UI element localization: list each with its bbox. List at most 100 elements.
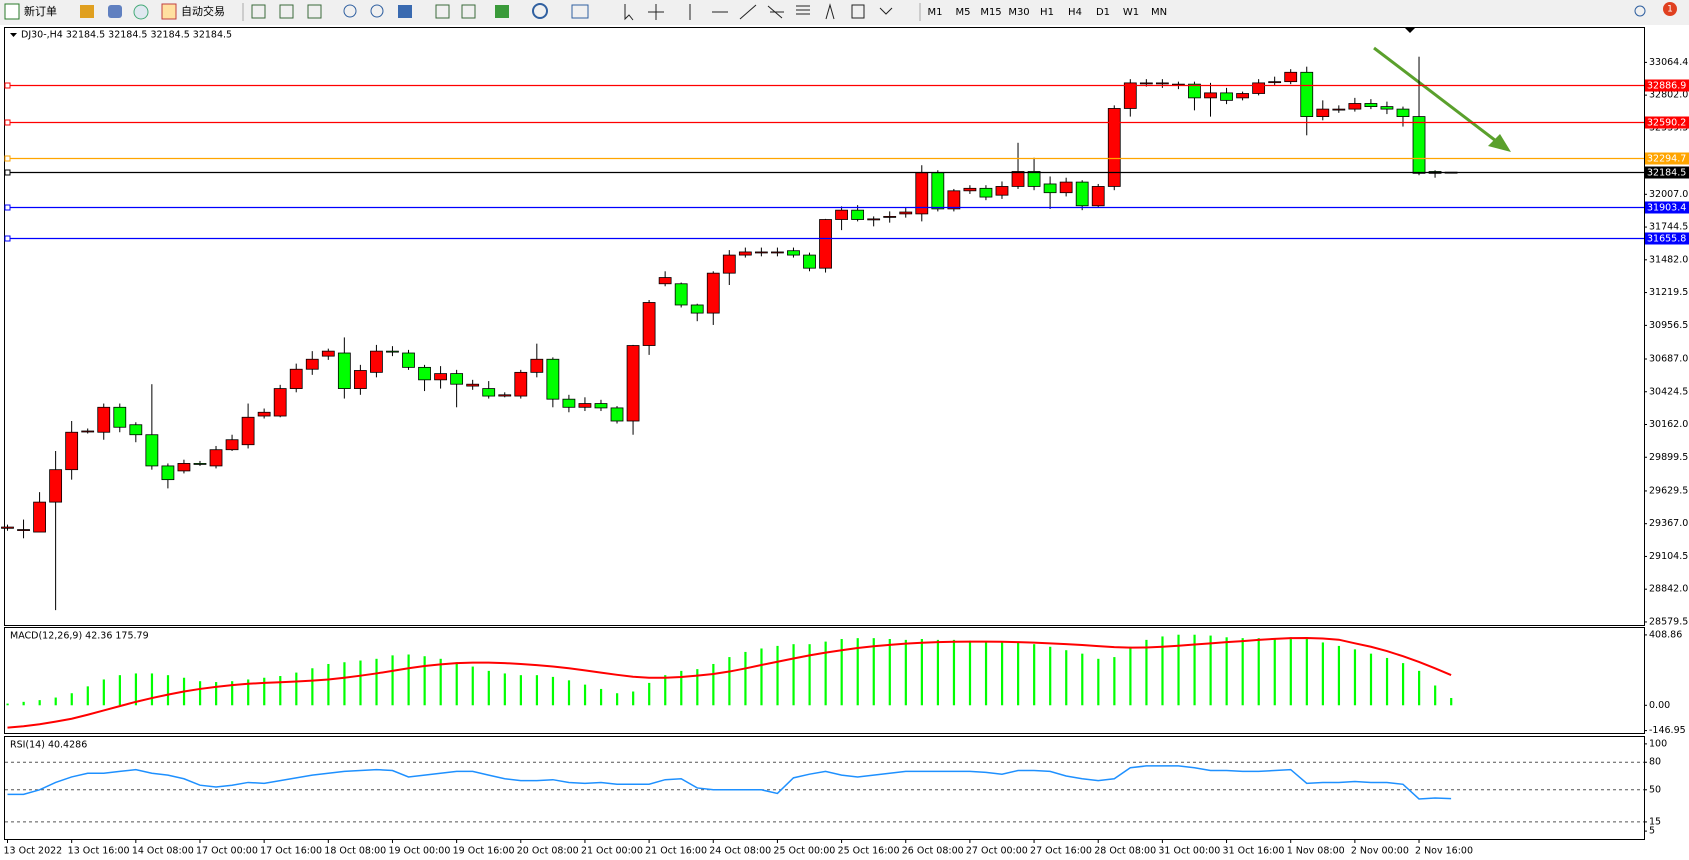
candle-body: [418, 366, 431, 381]
candle-body: [658, 277, 672, 285]
y-tick-label: 33064.4: [1649, 57, 1688, 68]
macd-bar: [247, 679, 250, 706]
macd-bar: [1193, 634, 1196, 706]
candle-body: [594, 403, 608, 409]
candle-body: [1075, 181, 1089, 207]
toolbar-icon[interactable]: [80, 5, 94, 18]
symbol-menu[interactable]: [10, 33, 17, 37]
candle-body: [514, 371, 528, 397]
level-handle[interactable]: [4, 119, 11, 126]
candle-body: [466, 383, 480, 387]
candle-body: [450, 373, 464, 385]
notifications[interactable]: [1663, 2, 1677, 16]
templates[interactable]: [571, 4, 589, 19]
timeframe-button[interactable]: MN: [1151, 7, 1167, 18]
timeframe-button[interactable]: D1: [1096, 7, 1110, 18]
level-handle[interactable]: [4, 155, 11, 162]
trendline-tool[interactable]: [739, 4, 757, 20]
trend-arrow: [1373, 46, 1501, 146]
candle-body: [370, 350, 383, 373]
auto-trading-button[interactable]: 自动交易: [181, 4, 225, 18]
macd-bar: [503, 673, 506, 706]
toolbar-icon[interactable]: [461, 4, 476, 19]
toolbar-icon[interactable]: [279, 4, 294, 19]
zoom-in[interactable]: [343, 4, 357, 18]
rsi-label: RSI(14) 40.4286: [10, 740, 87, 751]
x-tick-label: 17 Oct 16:00: [260, 846, 322, 857]
toolbar-icon[interactable]: [307, 4, 322, 19]
macd-bar: [1081, 653, 1084, 706]
macd-bar: [776, 645, 779, 706]
candle-body: [867, 218, 881, 221]
level-handle[interactable]: [4, 82, 11, 89]
timeframe-button[interactable]: M5: [956, 7, 971, 18]
candle-body: [209, 449, 223, 467]
y-tick-label: 30424.5: [1649, 386, 1688, 397]
timeframe-button[interactable]: W1: [1123, 7, 1139, 18]
candle-body: [193, 463, 207, 465]
macd-bar: [102, 679, 105, 706]
candle-body: [1011, 171, 1025, 187]
timeframe-button[interactable]: M1: [928, 7, 943, 18]
level-handle[interactable]: [4, 204, 11, 211]
indicators[interactable]: [495, 5, 509, 18]
new-order-icon[interactable]: [4, 3, 20, 20]
y-tick-label: 29104.5: [1649, 551, 1688, 562]
tile-windows[interactable]: [398, 5, 412, 18]
x-tick-label: 31 Oct 00:00: [1158, 846, 1220, 857]
timeframe-button[interactable]: M15: [980, 7, 1001, 18]
macd-bar: [632, 691, 635, 706]
text-tool[interactable]: [825, 3, 835, 20]
macd-bar: [712, 663, 715, 706]
macd-bar: [760, 648, 763, 706]
candle-body: [1332, 108, 1346, 111]
y-tick-label: 29367.0: [1649, 518, 1688, 529]
candle-body: [610, 407, 624, 422]
macd-bar: [1097, 658, 1100, 706]
zoom-out[interactable]: [370, 4, 384, 18]
label-tool[interactable]: [851, 4, 865, 19]
level-handle[interactable]: [4, 235, 11, 242]
price-tag: [1645, 152, 1689, 165]
cursor-tool[interactable]: [624, 4, 634, 21]
macd-bar: [487, 670, 490, 706]
macd-bar: [439, 658, 442, 706]
candle-body: [803, 254, 816, 269]
price-tag: [1645, 79, 1689, 92]
channel-tool[interactable]: [767, 5, 784, 19]
timeframe-button[interactable]: M30: [1008, 7, 1029, 18]
x-tick-label: 14 Oct 08:00: [132, 846, 194, 857]
macd-label: MACD(12,26,9) 42.36 175.79: [10, 631, 149, 642]
macd-bar: [680, 670, 683, 706]
macd-bar: [599, 688, 603, 706]
toolbar-icon[interactable]: [133, 4, 149, 20]
auto-trading-icon[interactable]: [161, 3, 177, 20]
candle-body: [546, 358, 560, 400]
fibo-tool[interactable]: [796, 5, 810, 15]
timeframe-button[interactable]: H1: [1040, 7, 1054, 18]
timeframe-button[interactable]: H4: [1068, 7, 1082, 18]
toolbar-icon[interactable]: [251, 4, 266, 19]
x-tick-label: 31 Oct 16:00: [1223, 846, 1285, 857]
candle-body: [1316, 108, 1330, 117]
y-tick-label: 0.00: [1649, 700, 1670, 711]
periods[interactable]: [532, 3, 548, 19]
macd-bar: [1450, 697, 1453, 706]
macd-bar: [423, 656, 426, 706]
arrows-tool[interactable]: [879, 7, 893, 15]
macd-bar: [198, 681, 202, 706]
candle-body: [1188, 83, 1201, 99]
macd-bar: [118, 675, 121, 706]
crosshair-tool[interactable]: [648, 4, 664, 20]
new-order-button[interactable]: 新订单: [24, 4, 57, 18]
level-handle[interactable]: [4, 169, 11, 176]
x-tick-label: 26 Oct 08:00: [902, 846, 964, 857]
macd-bar: [1337, 645, 1341, 706]
y-tick-label: 28579.5: [1649, 616, 1688, 627]
search[interactable]: [1634, 5, 1646, 17]
toolbar-icon[interactable]: [108, 5, 122, 18]
macd-bar: [1257, 638, 1260, 706]
x-tick-label: 1 Nov 08:00: [1287, 846, 1345, 857]
toolbar-icon[interactable]: [435, 4, 450, 19]
candle-body: [979, 187, 993, 198]
